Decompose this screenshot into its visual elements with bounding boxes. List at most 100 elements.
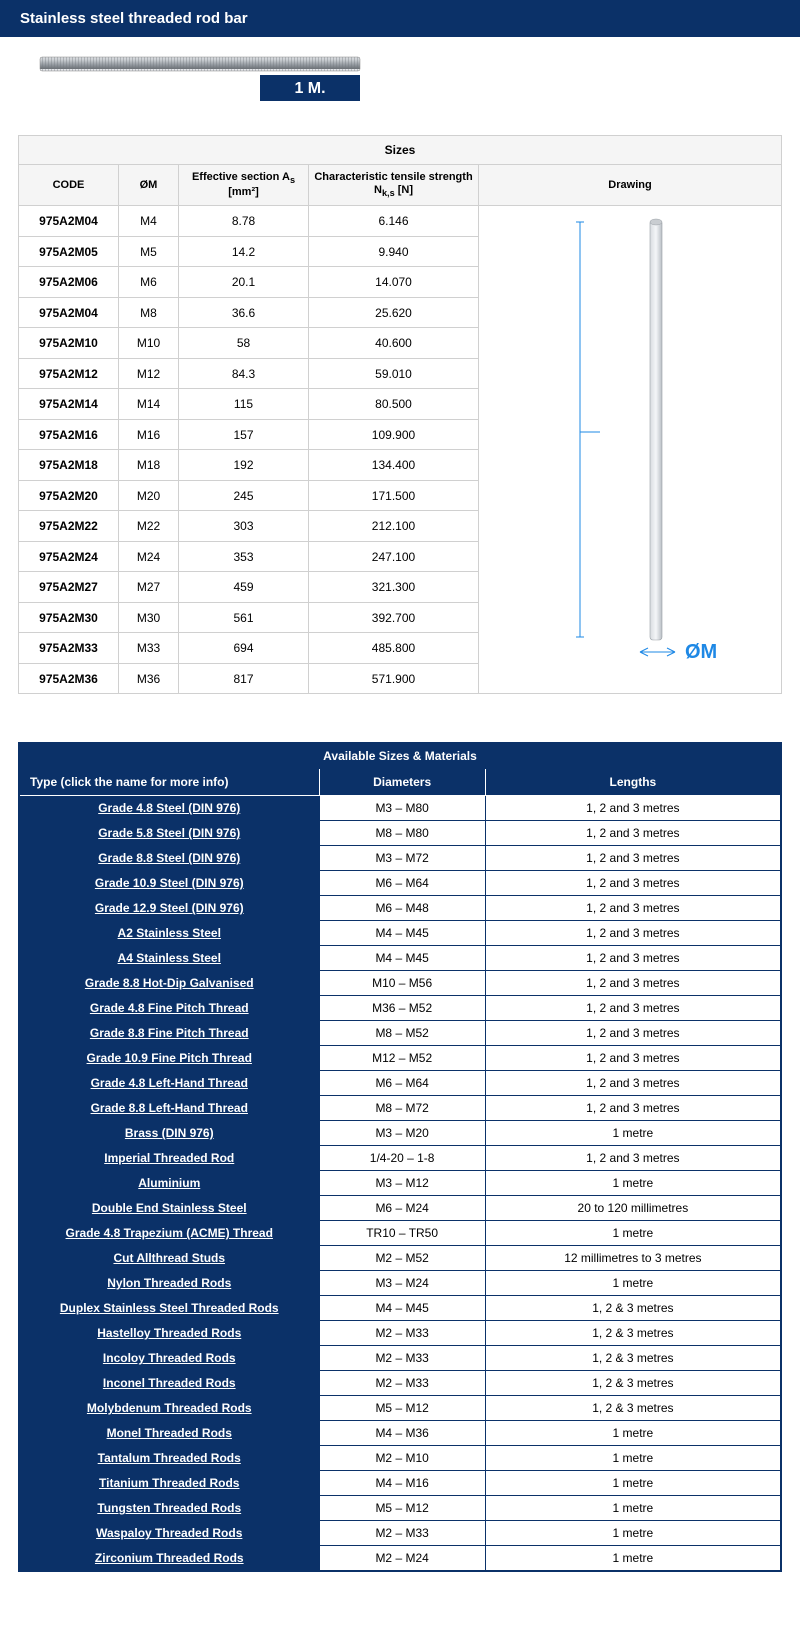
- cell-code: 975A2M33: [19, 633, 119, 664]
- table-row: Nylon Threaded RodsM3 – M241 metre: [19, 1271, 781, 1296]
- material-type-link[interactable]: Grade 8.8 Left-Hand Thread: [19, 1096, 319, 1121]
- cell-diameters: M2 – M10: [319, 1446, 485, 1471]
- material-type-link[interactable]: Grade 4.8 Steel (DIN 976): [19, 796, 319, 821]
- rod-illustration: 1 M.: [0, 37, 800, 135]
- cell-diameters: M5 – M12: [319, 1396, 485, 1421]
- material-type-link[interactable]: Grade 4.8 Left-Hand Thread: [19, 1071, 319, 1096]
- cell-lengths: 1 metre: [485, 1171, 781, 1196]
- cell-diameters: M36 – M52: [319, 996, 485, 1021]
- cell-tensile: 571.900: [309, 663, 479, 694]
- cell-code: 975A2M04: [19, 297, 119, 328]
- cell-lengths: 20 to 120 millimetres: [485, 1196, 781, 1221]
- material-type-link[interactable]: Inconel Threaded Rods: [19, 1371, 319, 1396]
- material-type-link[interactable]: Grade 4.8 Trapezium (ACME) Thread: [19, 1221, 319, 1246]
- col-tensile: Characteristic tensile strength Nk,s [N]: [309, 165, 479, 206]
- cell-diameters: M6 – M64: [319, 1071, 485, 1096]
- material-type-link[interactable]: Waspaloy Threaded Rods: [19, 1521, 319, 1546]
- material-type-link[interactable]: Molybdenum Threaded Rods: [19, 1396, 319, 1421]
- table-row: Grade 4.8 Trapezium (ACME) ThreadTR10 – …: [19, 1221, 781, 1246]
- material-type-link[interactable]: Grade 4.8 Fine Pitch Thread: [19, 996, 319, 1021]
- cell-lengths: 1 metre: [485, 1421, 781, 1446]
- material-type-link[interactable]: Grade 8.8 Steel (DIN 976): [19, 846, 319, 871]
- cell-tensile: 40.600: [309, 328, 479, 359]
- material-type-link[interactable]: Aluminium: [19, 1171, 319, 1196]
- page-title-bar: Stainless steel threaded rod bar: [0, 0, 800, 37]
- materials-table: Available Sizes & Materials Type (click …: [18, 742, 782, 1572]
- cell-tensile: 80.500: [309, 389, 479, 420]
- cell-code: 975A2M16: [19, 419, 119, 450]
- cell-tensile: 171.500: [309, 480, 479, 511]
- cell-om: M6: [119, 267, 179, 298]
- rod-drawing-icon: ØM: [520, 212, 740, 684]
- cell-code: 975A2M20: [19, 480, 119, 511]
- cell-lengths: 1 metre: [485, 1521, 781, 1546]
- material-type-link[interactable]: A4 Stainless Steel: [19, 946, 319, 971]
- cell-code: 975A2M12: [19, 358, 119, 389]
- cell-section: 192: [179, 450, 309, 481]
- material-type-link[interactable]: Grade 10.9 Steel (DIN 976): [19, 871, 319, 896]
- cell-tensile: 6.146: [309, 206, 479, 237]
- cell-diameters: M3 – M20: [319, 1121, 485, 1146]
- drawing-cell: ØM: [479, 206, 782, 694]
- table-row: Tungsten Threaded RodsM5 – M121 metre: [19, 1496, 781, 1521]
- material-type-link[interactable]: Grade 12.9 Steel (DIN 976): [19, 896, 319, 921]
- cell-tensile: 212.100: [309, 511, 479, 542]
- table-row: Grade 8.8 Left-Hand ThreadM8 – M721, 2 a…: [19, 1096, 781, 1121]
- cell-diameters: M5 – M12: [319, 1496, 485, 1521]
- material-type-link[interactable]: Monel Threaded Rods: [19, 1421, 319, 1446]
- cell-om: M24: [119, 541, 179, 572]
- cell-lengths: 1, 2 & 3 metres: [485, 1321, 781, 1346]
- cell-section: 36.6: [179, 297, 309, 328]
- cell-om: M5: [119, 236, 179, 267]
- cell-diameters: M2 – M33: [319, 1371, 485, 1396]
- table-row: Monel Threaded RodsM4 – M361 metre: [19, 1421, 781, 1446]
- cell-section: 459: [179, 572, 309, 603]
- material-type-link[interactable]: Tantalum Threaded Rods: [19, 1446, 319, 1471]
- cell-om: M27: [119, 572, 179, 603]
- cell-lengths: 1 metre: [485, 1271, 781, 1296]
- materials-title: Available Sizes & Materials: [19, 743, 781, 769]
- material-type-link[interactable]: Titanium Threaded Rods: [19, 1471, 319, 1496]
- cell-lengths: 1, 2 and 3 metres: [485, 896, 781, 921]
- material-type-link[interactable]: Double End Stainless Steel: [19, 1196, 319, 1221]
- cell-code: 975A2M05: [19, 236, 119, 267]
- material-type-link[interactable]: Grade 5.8 Steel (DIN 976): [19, 821, 319, 846]
- material-type-link[interactable]: Incoloy Threaded Rods: [19, 1346, 319, 1371]
- material-type-link[interactable]: Grade 8.8 Hot-Dip Galvanised: [19, 971, 319, 996]
- material-type-link[interactable]: Duplex Stainless Steel Threaded Rods: [19, 1296, 319, 1321]
- cell-lengths: 1, 2 & 3 metres: [485, 1371, 781, 1396]
- cell-diameters: M8 – M72: [319, 1096, 485, 1121]
- cell-section: 14.2: [179, 236, 309, 267]
- cell-section: 20.1: [179, 267, 309, 298]
- material-type-link[interactable]: Hastelloy Threaded Rods: [19, 1321, 319, 1346]
- cell-diameters: M8 – M52: [319, 1021, 485, 1046]
- cell-code: 975A2M22: [19, 511, 119, 542]
- cell-section: 245: [179, 480, 309, 511]
- table-row: Grade 4.8 Steel (DIN 976)M3 – M801, 2 an…: [19, 796, 781, 821]
- material-type-link[interactable]: Imperial Threaded Rod: [19, 1146, 319, 1171]
- cell-diameters: M2 – M33: [319, 1521, 485, 1546]
- cell-om: M8: [119, 297, 179, 328]
- material-type-link[interactable]: Nylon Threaded Rods: [19, 1271, 319, 1296]
- cell-diameters: M2 – M24: [319, 1546, 485, 1572]
- cell-tensile: 392.700: [309, 602, 479, 633]
- cell-section: 8.78: [179, 206, 309, 237]
- table-row: A2 Stainless SteelM4 – M451, 2 and 3 met…: [19, 921, 781, 946]
- cell-lengths: 1, 2 and 3 metres: [485, 1096, 781, 1121]
- cell-code: 975A2M18: [19, 450, 119, 481]
- material-type-link[interactable]: Grade 10.9 Fine Pitch Thread: [19, 1046, 319, 1071]
- material-type-link[interactable]: Cut Allthread Studs: [19, 1246, 319, 1271]
- material-type-link[interactable]: Tungsten Threaded Rods: [19, 1496, 319, 1521]
- table-row: Grade 10.9 Fine Pitch ThreadM12 – M521, …: [19, 1046, 781, 1071]
- table-row: A4 Stainless SteelM4 – M451, 2 and 3 met…: [19, 946, 781, 971]
- cell-lengths: 1, 2 and 3 metres: [485, 1021, 781, 1046]
- material-type-link[interactable]: A2 Stainless Steel: [19, 921, 319, 946]
- material-type-link[interactable]: Zirconium Threaded Rods: [19, 1546, 319, 1572]
- material-type-link[interactable]: Brass (DIN 976): [19, 1121, 319, 1146]
- cell-tensile: 247.100: [309, 541, 479, 572]
- cell-diameters: M2 – M33: [319, 1346, 485, 1371]
- table-row: Grade 4.8 Left-Hand ThreadM6 – M641, 2 a…: [19, 1071, 781, 1096]
- cell-diameters: M3 – M12: [319, 1171, 485, 1196]
- cell-lengths: 1, 2 and 3 metres: [485, 846, 781, 871]
- material-type-link[interactable]: Grade 8.8 Fine Pitch Thread: [19, 1021, 319, 1046]
